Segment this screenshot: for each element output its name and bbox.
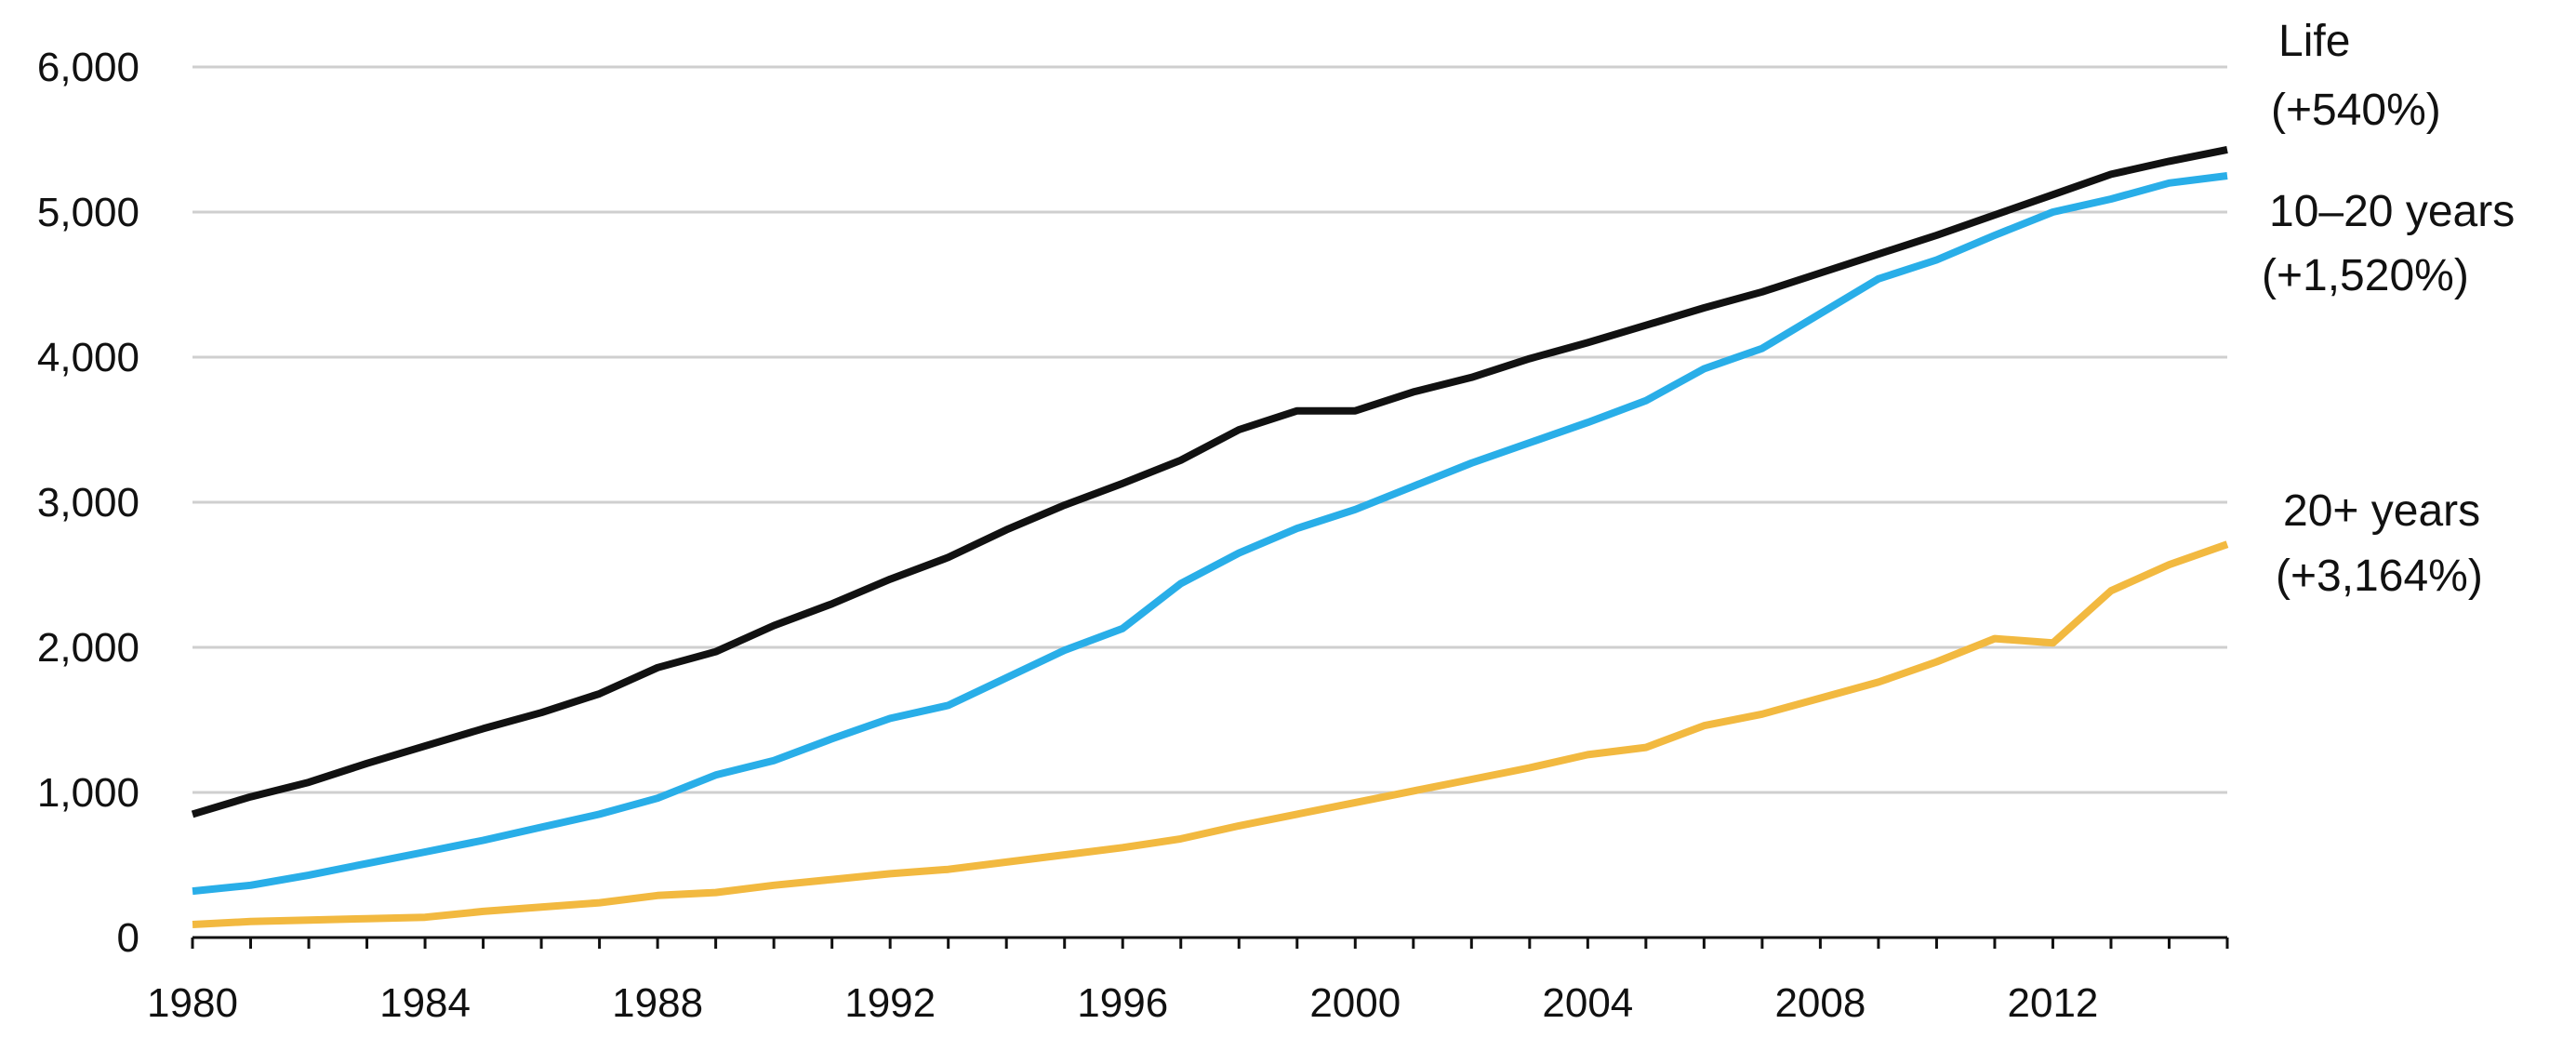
x-tick-label: 1996 [1077,980,1168,1026]
series-label-life-change: (+540%) [2271,86,2441,135]
x-axis: 1980 1984 1988 1992 1996 2000 2004 2008 2012 [147,936,2229,1026]
gridlines [193,65,2227,794]
series-label-10-20-change: (+1,520%) [2262,251,2469,300]
y-tick-label: 4,000 [37,335,139,380]
x-tick-label: 1984 [379,980,471,1026]
y-tick-label: 5,000 [37,190,139,235]
x-tick-label: 2000 [1309,980,1401,1026]
x-tick-label: 1980 [147,980,238,1026]
series-line-20-years [192,540,2229,928]
y-tick-label: 1,000 [37,770,139,816]
x-tick-label: 1988 [612,980,703,1026]
y-tick-label: 0 [117,915,139,961]
x-tick-label: 2012 [2008,980,2099,1026]
series-line-life [191,145,2228,818]
series-line-10-20-years [192,172,2228,896]
x-tick-label: 2008 [1774,980,1866,1026]
series-label-10-20-name: 10–20 years [2269,187,2515,236]
series-end-labels: Life (+540%) 10–20 years (+1,520%) 20+ y… [2262,17,2515,601]
y-tick-label: 3,000 [37,480,139,526]
y-axis-tick-labels: 0 1,000 2,000 3,000 4,000 5,000 6,000 [37,45,139,961]
x-tick-label: 1992 [844,980,936,1026]
x-tick-label: 2004 [1542,980,1633,1026]
y-tick-label: 2,000 [37,625,139,671]
series-lines [191,145,2229,928]
series-label-life-name: Life [2278,17,2350,66]
y-tick-label: 6,000 [37,45,139,90]
series-label-20plus-name: 20+ years [2283,486,2480,536]
series-label-20plus-change: (+3,164%) [2276,552,2483,601]
